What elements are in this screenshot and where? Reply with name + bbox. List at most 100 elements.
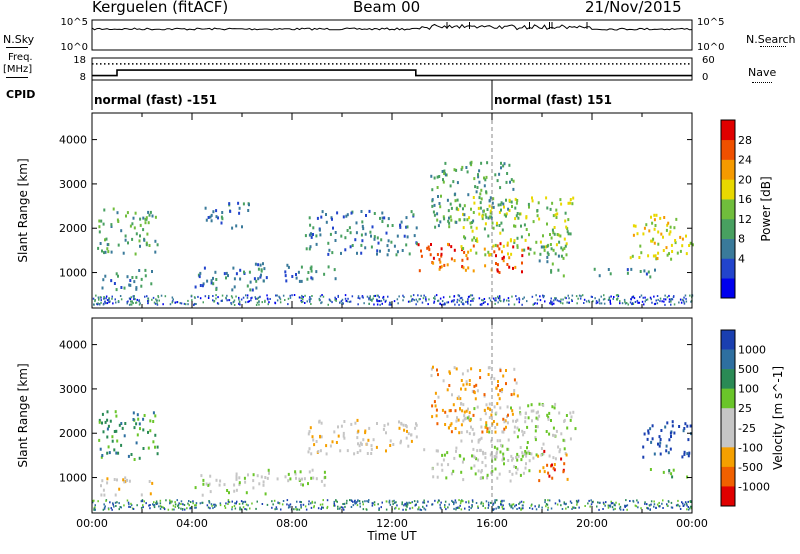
velocity-ground-scatter-cell <box>519 501 521 504</box>
velocity-colorbar-swatch <box>721 330 735 350</box>
velocity-ground-scatter-cell <box>326 499 329 502</box>
velocity-echo-cell <box>310 476 313 480</box>
power-colorbar-tick: 4 <box>738 252 745 265</box>
power-ground-scatter-cell <box>579 297 582 300</box>
power-ground-scatter-cell <box>583 298 586 301</box>
velocity-ground-scatter-cell <box>141 500 144 503</box>
velocity-echo-cell <box>659 441 662 445</box>
velocity-ground-scatter-cell <box>194 504 196 507</box>
velocity-ground-scatter-cell <box>508 503 511 506</box>
power-echo-cell <box>516 212 519 215</box>
power-echo-cell <box>333 268 336 272</box>
power-ground-scatter-cell <box>437 299 439 302</box>
power-ground-scatter-cell <box>179 302 181 305</box>
power-echo-cell <box>405 225 408 229</box>
power-echo-cell <box>598 274 601 278</box>
velocity-echo-cell <box>400 421 403 425</box>
power-echo-cell <box>334 239 337 242</box>
velocity-ground-scatter-cell <box>567 506 569 509</box>
power-ground-scatter-cell <box>488 297 491 300</box>
power-ground-scatter-cell <box>482 299 485 302</box>
velocity-ground-scatter-cell <box>131 507 134 510</box>
velocity-echo-cell <box>360 442 363 446</box>
power-echo-cell <box>143 238 146 242</box>
power-echo-cell <box>154 215 157 219</box>
power-ground-scatter-cell <box>531 295 534 298</box>
power-ground-scatter-cell <box>653 295 655 298</box>
power-echo-cell <box>654 224 657 227</box>
power-ground-scatter-cell <box>493 297 495 300</box>
power-ground-scatter-cell <box>309 299 311 302</box>
power-echo-cell <box>107 250 110 254</box>
nsky-label: N.Sky <box>3 33 35 46</box>
power-ground-scatter-cell <box>351 295 354 298</box>
power-ground-scatter-cell <box>625 302 628 304</box>
power-ground-scatter-cell <box>264 300 266 303</box>
velocity-echo-cell <box>513 392 516 396</box>
velocity-ground-scatter-cell <box>350 506 353 508</box>
velocity-ground-scatter-cell <box>286 499 289 502</box>
velocity-ground-scatter-cell <box>171 508 174 511</box>
power-ground-scatter-cell <box>126 302 128 305</box>
velocity-ground-scatter-cell <box>354 501 356 504</box>
power-echo-cell <box>629 256 632 260</box>
velocity-ground-scatter-cell <box>619 507 621 510</box>
velocity-echo-cell <box>477 469 480 473</box>
power-echo-cell <box>487 216 490 220</box>
velocity-echo-cell <box>450 472 453 476</box>
velocity-ground-scatter-cell <box>300 503 302 506</box>
power-echo-cell <box>199 284 202 287</box>
power-echo-cell <box>344 236 347 240</box>
power-echo-cell <box>489 209 492 213</box>
power-echo-cell <box>210 219 213 223</box>
power-echo-cell <box>654 254 657 258</box>
power-ground-scatter-cell <box>600 295 602 298</box>
power-echo-cell <box>140 277 143 281</box>
velocity-echo-cell <box>486 473 489 477</box>
velocity-ground-scatter-cell <box>477 505 479 508</box>
power-ground-scatter-cell <box>378 296 380 299</box>
power-ground-scatter-cell <box>287 297 290 300</box>
velocity-echo-cell <box>101 421 103 425</box>
velocity-echo-cell <box>465 409 468 413</box>
velocity-ground-scatter-cell <box>340 506 343 509</box>
power-echo-cell <box>653 218 656 222</box>
power-ground-scatter-cell <box>393 300 396 303</box>
power-echo-cell <box>496 221 498 225</box>
velocity-echo-cell <box>436 368 438 372</box>
velocity-ground-scatter-cell <box>614 507 616 510</box>
power-echo-cell <box>315 242 318 246</box>
power-echo-cell <box>564 244 567 248</box>
velocity-echo-cell <box>407 432 410 436</box>
velocity-ground-scatter-cell <box>437 501 439 504</box>
power-echo-cell <box>487 234 490 238</box>
velocity-ground-scatter-cell <box>219 504 222 507</box>
power-echo-cell <box>675 217 678 221</box>
velocity-ground-scatter-cell <box>344 505 346 508</box>
power-echo-cell <box>527 202 530 206</box>
power-echo-cell <box>297 270 300 274</box>
power-echo-cell <box>472 196 475 199</box>
power-ground-scatter-cell <box>94 300 96 303</box>
velocity-echo-cell <box>460 439 463 443</box>
power-ground-scatter-cell <box>664 298 667 301</box>
velocity-ground-scatter-cell <box>468 508 470 511</box>
power-echo-cell <box>124 234 127 238</box>
power-echo-cell <box>146 232 149 236</box>
power-ground-scatter-cell <box>682 299 685 302</box>
velocity-echo-cell <box>519 412 522 416</box>
power-echo-cell <box>205 218 208 222</box>
velocity-echo-cell <box>302 483 304 487</box>
velocity-echo-cell <box>235 472 238 476</box>
velocity-echo-cell <box>444 410 447 414</box>
power-ground-scatter-cell <box>467 298 469 301</box>
velocity-echo-cell <box>462 419 465 423</box>
velocity-echo-cell <box>405 436 408 440</box>
velocity-echo-cell <box>366 452 369 455</box>
power-echo-cell <box>567 232 570 236</box>
power-echo-cell <box>557 268 560 272</box>
power-echo-cell <box>669 225 672 229</box>
power-echo-cell <box>525 216 528 220</box>
power-echo-cell <box>436 175 439 179</box>
power-ground-scatter-cell <box>631 303 633 306</box>
